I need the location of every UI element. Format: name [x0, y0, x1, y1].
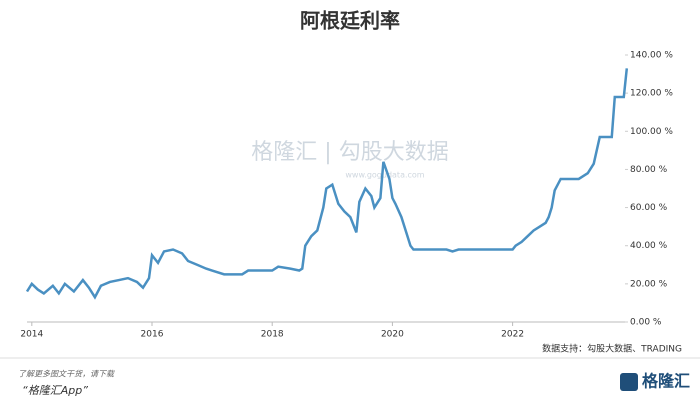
- x-tick-label: 2018: [261, 330, 284, 340]
- logo-icon: [620, 373, 638, 391]
- chart-title: 阿根廷利率: [300, 9, 400, 33]
- x-tick-label: 2020: [381, 330, 404, 340]
- y-tick-label: 140.00 %: [630, 51, 673, 61]
- x-tick-label: 2014: [20, 330, 43, 340]
- y-tick-label: 100.00 %: [630, 127, 673, 137]
- y-tick-label: 80.00 %: [630, 165, 668, 175]
- line: [25, 68, 629, 300]
- y-tick-label: 20.00 %: [630, 279, 668, 289]
- logo: 格隆汇: [642, 372, 690, 391]
- y-tick-label: 40.00 %: [630, 241, 668, 251]
- watermark-url: www.gogudata.com: [345, 171, 424, 180]
- footer-note: 了解更多图文干货，请下载: [18, 370, 115, 379]
- watermark: 格隆汇 | 勾股大数据: [251, 140, 448, 165]
- y-tick-label: 0.00 %: [630, 318, 662, 328]
- source: 数据支持：勾股大数据、TRADING: [542, 343, 682, 355]
- y-tick-label: 60.00 %: [630, 203, 668, 213]
- x-tick-label: 2016: [141, 330, 164, 340]
- y-tick-label: 120.00 %: [630, 89, 673, 99]
- x-tick-label: 2022: [501, 330, 524, 340]
- footer-app: “格隆汇App”: [22, 384, 88, 397]
